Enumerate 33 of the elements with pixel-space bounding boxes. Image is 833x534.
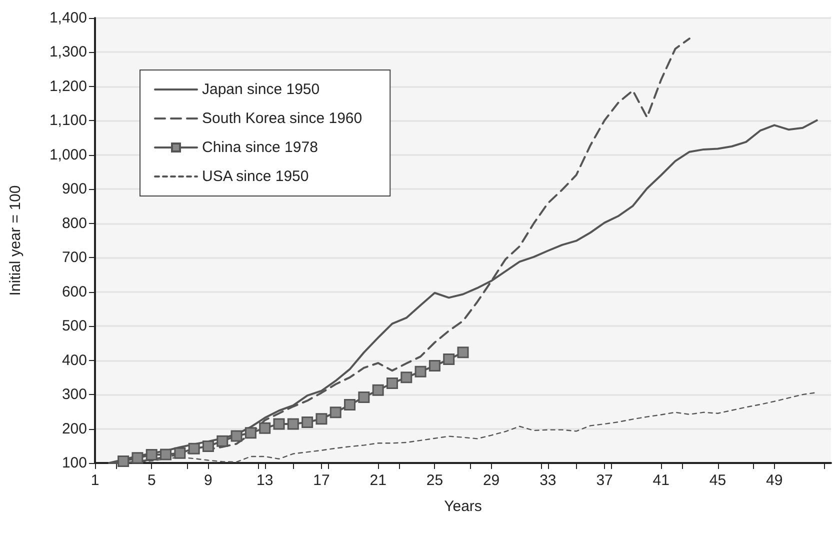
- y-tick-label: 300: [62, 386, 87, 404]
- x-tick-label: 13: [256, 472, 274, 489]
- y-tick-label: 1,300: [49, 44, 87, 61]
- legend-label: Japan since 1950: [202, 81, 320, 98]
- y-tick-label: 600: [62, 283, 87, 300]
- y-axis-title: Initial year = 100: [7, 185, 24, 296]
- x-tick-label: 1: [90, 472, 100, 489]
- x-axis-title: Years: [444, 498, 482, 515]
- y-tick-label: 700: [62, 249, 87, 266]
- legend-label: USA since 1950: [202, 168, 309, 185]
- y-tick-label: 1,400: [49, 10, 87, 26]
- y-tick-label: 1,100: [49, 112, 87, 130]
- x-tick-label: 5: [147, 472, 156, 489]
- y-tick-label: 900: [62, 180, 87, 198]
- x-tick-label: 33: [540, 472, 556, 489]
- x-tick-label: 21: [370, 472, 386, 489]
- x-tick-label: 9: [204, 472, 212, 489]
- x-tick-label: 17: [313, 472, 330, 489]
- x-tick-label: 41: [652, 472, 670, 489]
- legend-label: South Korea since 1960: [202, 110, 362, 127]
- y-tick-label: 200: [62, 420, 87, 438]
- y-tick-label: 500: [62, 318, 87, 335]
- x-tick-label: 29: [482, 472, 500, 489]
- x-tick-label: 37: [596, 472, 613, 489]
- y-tick-label: 1,000: [49, 146, 87, 164]
- y-tick-label: 400: [62, 352, 87, 369]
- x-tick-label: 45: [709, 472, 726, 489]
- y-tick-label: 100: [62, 454, 87, 472]
- y-tick-label: 1,200: [49, 78, 87, 95]
- legend-label: China since 1978: [202, 139, 318, 156]
- x-tick-label: 25: [426, 472, 444, 489]
- x-tick-label: 49: [766, 472, 783, 489]
- y-tick-label: 800: [62, 214, 87, 232]
